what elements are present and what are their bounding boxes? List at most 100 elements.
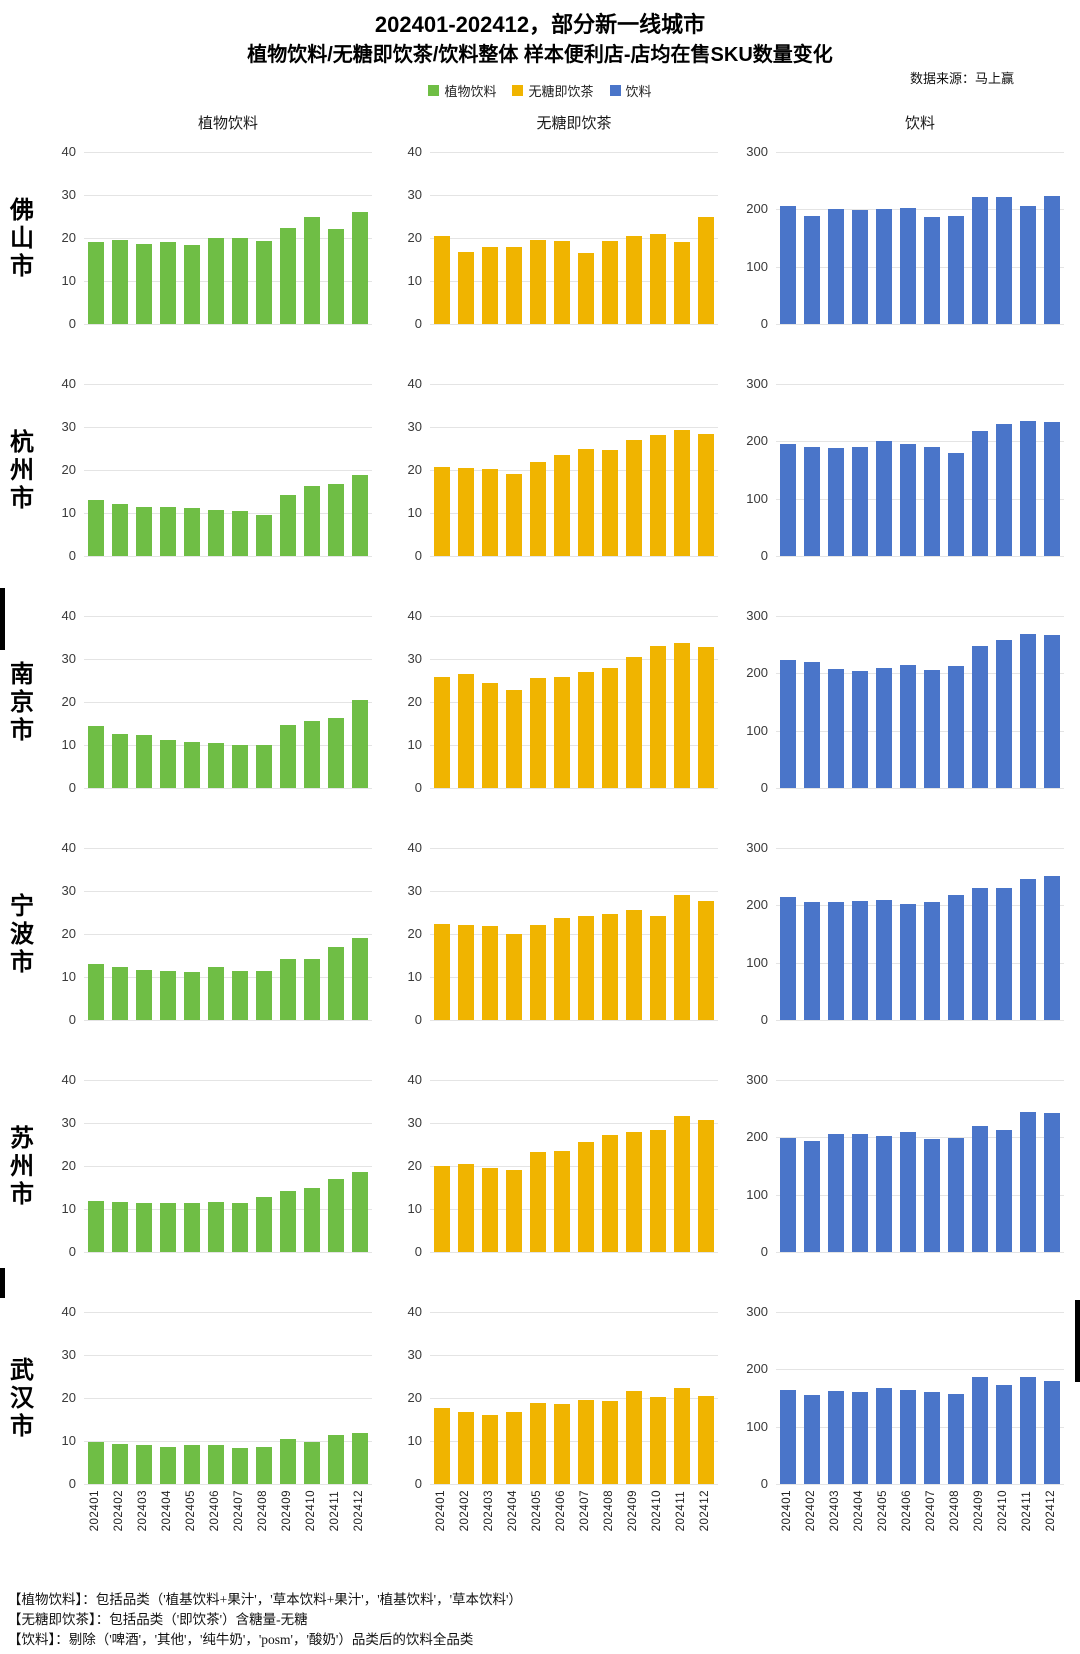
- bar-slot: [1016, 152, 1040, 324]
- bar-202403: [828, 208, 844, 324]
- bar-slot: [348, 1312, 372, 1484]
- bar-202411: [1020, 205, 1036, 324]
- bar-slot: [454, 384, 478, 556]
- bar-202411: [674, 1116, 690, 1252]
- bar-202410: [304, 486, 320, 556]
- y-axis-tick-label: 40: [61, 376, 76, 391]
- bar-202408: [256, 241, 272, 324]
- bar-202409: [972, 1377, 988, 1484]
- chart-杭州市-无糖即饮茶: 0 10 20 30 40: [384, 374, 718, 606]
- chart-row-宁波市: 宁波市 0 10 20 30 40 0 10 20 30 40 0 100 200 300: [0, 838, 1080, 1070]
- gridline: [84, 1355, 372, 1356]
- y-axis-tick-label: 0: [760, 316, 768, 331]
- bar-slot: [896, 1312, 920, 1484]
- gridline: [430, 616, 718, 617]
- bar-202407: [578, 672, 594, 788]
- x-axis-tick-label: 202401: [781, 1490, 794, 1532]
- scrollbar-artifact: [0, 1268, 5, 1298]
- chart-杭州市-饮料: 0 100 200 300: [730, 374, 1064, 606]
- bar-slot: [872, 384, 896, 556]
- bar-slot: [574, 616, 598, 788]
- bar-slot: [550, 384, 574, 556]
- bar-slot: [550, 152, 574, 324]
- bar-slot: [776, 848, 800, 1020]
- gridline: [430, 1020, 718, 1021]
- bar-slot: [944, 848, 968, 1020]
- x-axis-tick-label: 202412: [699, 1490, 712, 1532]
- bar-slot: [300, 616, 324, 788]
- bar-202409: [626, 1391, 642, 1484]
- chart-row-佛山市: 佛山市 0 10 20 30 40 0 10 20 30 40 0 100 200 300: [0, 142, 1080, 374]
- x-axis-tick-label: 202402: [805, 1490, 818, 1532]
- bar-slot: [156, 1080, 180, 1252]
- y-axis-tick-label: 40: [407, 608, 422, 623]
- x-axis-tick-label: 202405: [877, 1490, 890, 1532]
- y-axis-tick-label: 30: [407, 651, 422, 666]
- bar-202411: [674, 894, 690, 1020]
- bar-202405: [876, 1388, 892, 1484]
- bar-slot: [776, 384, 800, 556]
- bar-slot: [276, 152, 300, 324]
- chart-南京市-饮料: 0 100 200 300: [730, 606, 1064, 838]
- bar-slot: [84, 848, 108, 1020]
- gridline: [430, 427, 718, 428]
- gridline: [430, 977, 718, 978]
- gridline: [430, 152, 718, 153]
- bar-202412: [698, 434, 714, 556]
- y-axis-tick-label: 10: [61, 737, 76, 752]
- chart-佛山市-饮料: 0 100 200 300: [730, 142, 1064, 374]
- bar-202408: [256, 1196, 272, 1252]
- x-axis-labels: 202401 202402 202403 202404 202405 202406 2024…: [776, 1490, 1064, 1531]
- bar-202403: [136, 969, 152, 1020]
- bar-slot: [156, 152, 180, 324]
- bar-202407: [232, 971, 248, 1020]
- bar-slot: [968, 384, 992, 556]
- bar-slot: [694, 1080, 718, 1252]
- bar-202404: [506, 1412, 522, 1484]
- chart-南京市-植物饮料: 0 10 20 30 40: [38, 606, 372, 838]
- bar-202409: [972, 645, 988, 788]
- x-axis-tick-label: 202409: [973, 1490, 986, 1532]
- bar-slot: [968, 848, 992, 1020]
- bar-202410: [650, 1396, 666, 1484]
- bar-202404: [852, 1391, 868, 1484]
- bar-slot: [992, 152, 1016, 324]
- chart-武汉市-植物饮料: 0 10 20 30 40 202401 202402 202403 202404 202405 2…: [38, 1302, 372, 1534]
- bar-slot: [848, 1080, 872, 1252]
- bar-slot: [896, 848, 920, 1020]
- bar-slot: [84, 1312, 108, 1484]
- gridline: [430, 745, 718, 746]
- bar-slot: [872, 616, 896, 788]
- bar-slot: [132, 848, 156, 1020]
- bar-slot: [252, 616, 276, 788]
- bar-slot: [776, 1312, 800, 1484]
- y-axis-tick-label: 20: [61, 1390, 76, 1405]
- y-axis-tick-label: 200: [746, 1361, 768, 1377]
- bar-slot: [670, 848, 694, 1020]
- bar-202404: [160, 506, 176, 556]
- bar-slot: [430, 1312, 454, 1484]
- bar-202409: [972, 888, 988, 1020]
- bar-slot: [84, 152, 108, 324]
- y-axis-tick-label: 20: [407, 926, 422, 941]
- x-axis-tick-label: 202408: [949, 1490, 962, 1532]
- bar-202401: [88, 964, 104, 1020]
- bar-slot: [108, 384, 132, 556]
- bar-202408: [948, 453, 964, 556]
- y-axis-tick-label: 100: [746, 1186, 768, 1202]
- bar-202403: [482, 1414, 498, 1484]
- y-axis-tick-label: 40: [407, 840, 422, 855]
- bar-202411: [328, 946, 344, 1020]
- bar-202403: [136, 1203, 152, 1252]
- bar-202407: [232, 1202, 248, 1252]
- gridline: [776, 1312, 1064, 1313]
- bar-slot: [324, 152, 348, 324]
- gridline: [84, 384, 372, 385]
- x-axis-tick-label: 202409: [281, 1490, 294, 1532]
- city-label: 苏州市: [0, 1070, 38, 1264]
- bar-202401: [434, 1165, 450, 1252]
- bar-slot: [324, 616, 348, 788]
- bar-202412: [1044, 1380, 1060, 1484]
- y-axis-tick-label: 300: [746, 608, 768, 623]
- bar-slot: [992, 1312, 1016, 1484]
